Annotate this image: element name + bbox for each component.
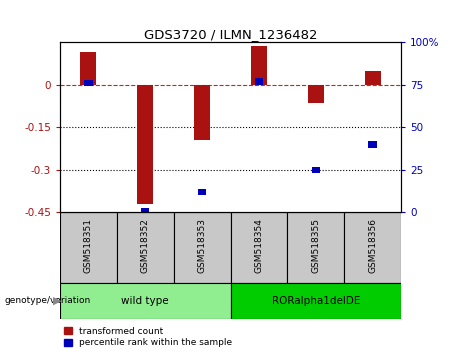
Text: genotype/variation: genotype/variation [5, 296, 91, 306]
Text: GSM518351: GSM518351 [84, 218, 93, 273]
Text: GSM518356: GSM518356 [368, 218, 377, 273]
Bar [60, 212, 117, 283]
Bar [84, 80, 93, 86]
Bar [194, 85, 210, 140]
Bar [60, 283, 230, 319]
Bar [230, 212, 287, 283]
Bar [141, 207, 149, 214]
Bar [174, 212, 230, 283]
Bar [312, 167, 320, 173]
Bar [117, 212, 174, 283]
Bar [254, 79, 263, 85]
Bar [230, 283, 401, 319]
Title: GDS3720 / ILMN_1236482: GDS3720 / ILMN_1236482 [144, 28, 317, 41]
Legend: transformed count, percentile rank within the sample: transformed count, percentile rank withi… [65, 327, 232, 347]
Bar [368, 141, 377, 148]
Bar [137, 85, 153, 204]
Bar [344, 212, 401, 283]
Text: GSM518353: GSM518353 [198, 218, 207, 273]
Text: GSM518354: GSM518354 [254, 218, 263, 273]
Text: GSM518352: GSM518352 [141, 218, 150, 273]
Text: RORalpha1delDE: RORalpha1delDE [272, 296, 360, 306]
Bar [198, 189, 207, 195]
Bar [80, 52, 96, 85]
Text: GSM518355: GSM518355 [311, 218, 320, 273]
Bar [287, 212, 344, 283]
Bar [365, 72, 381, 85]
Text: wild type: wild type [121, 296, 169, 306]
Text: ▶: ▶ [53, 296, 61, 306]
Bar [308, 85, 324, 103]
Bar [251, 46, 267, 85]
